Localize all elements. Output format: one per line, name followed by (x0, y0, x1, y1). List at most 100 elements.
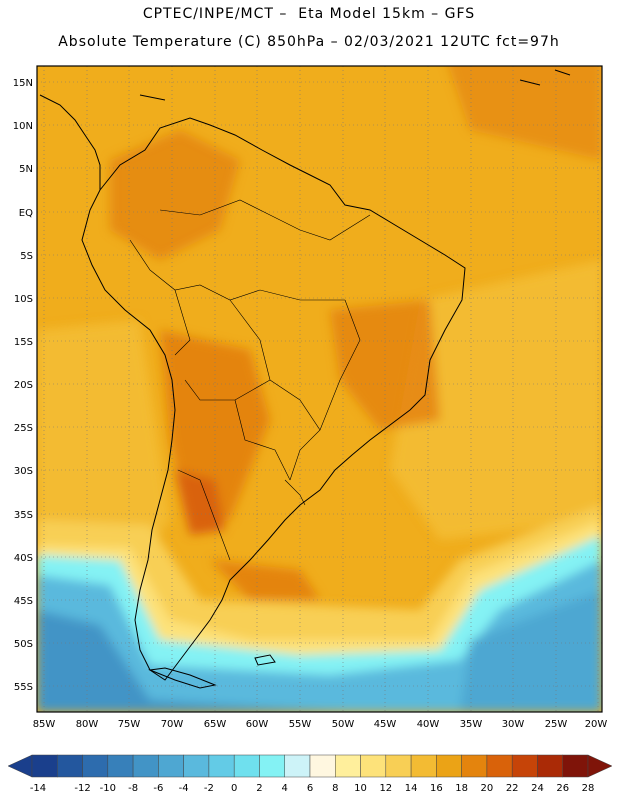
colorbar-label: 0 (231, 783, 237, 794)
field-warm-atlantic-north (448, 66, 602, 160)
colorbar-label: -14 (30, 783, 46, 794)
colorbar-cell (562, 754, 589, 778)
lon-label: 20W (585, 719, 608, 730)
lon-label: 25W (545, 719, 568, 730)
colorbar-cell (82, 754, 109, 778)
colorbar-cell (183, 754, 210, 778)
colorbar-label: -4 (179, 783, 189, 794)
colorbar-label: -6 (153, 783, 163, 794)
colorbar-label: 8 (332, 783, 338, 794)
lon-label: 65W (204, 719, 227, 730)
temperature-field (37, 66, 602, 712)
colorbar-label: -10 (100, 783, 116, 794)
colorbar-cell (436, 754, 462, 778)
colorbar-cell (461, 754, 488, 778)
lat-label: 10N (13, 121, 33, 132)
lon-label: 75W (118, 719, 141, 730)
lat-label: 15S (14, 337, 33, 348)
colorbar-label: 6 (307, 783, 313, 794)
lon-label: 35W (460, 719, 483, 730)
lat-label: 30S (14, 466, 33, 477)
colorbar-label: -12 (74, 783, 90, 794)
title-line-2: Absolute Temperature (C) 850hPa – 02/03/… (58, 34, 560, 50)
colorbar-arrow-low (7, 754, 33, 778)
title-line-1: CPTEC/INPE/MCT – Eta Model 15km – GFS (142, 6, 476, 22)
latitude-axis: 15N 10N 5N EQ 5S 10S 15S 20S 25S 30S 35S… (13, 78, 33, 693)
colorbar-cell (511, 754, 538, 778)
lon-label: 50W (332, 719, 355, 730)
country-borders (129, 199, 371, 561)
colorbar-label: -8 (128, 783, 138, 794)
colorbar-cell (360, 754, 387, 778)
colorbar-label: -2 (204, 783, 214, 794)
falklands (254, 654, 276, 666)
caribbean-islands (139, 69, 571, 101)
lat-label: EQ (19, 208, 33, 219)
lat-label: 20S (14, 380, 33, 391)
colorbar-labels: -14 -12 -10 -8 -6 -4 -2 0 2 4 6 8 10 12 14 16 18 20 22 24 26… (30, 783, 595, 794)
lat-label: 10S (14, 294, 33, 305)
south-america-outline (81, 117, 466, 681)
colorbar-label: 10 (354, 783, 367, 794)
colorbar-label: 28 (582, 783, 595, 794)
field-cold-blue (37, 560, 602, 712)
colorbar-cell (57, 754, 83, 778)
field-warm-north (110, 130, 240, 260)
lat-label: 45S (14, 596, 33, 607)
lon-label: 80W (76, 719, 99, 730)
lat-label: 5N (19, 164, 33, 175)
lat-label: 5S (20, 251, 33, 262)
lat-label: 35S (14, 510, 33, 521)
lat-label: 40S (14, 553, 33, 564)
field-pacific (37, 320, 170, 560)
field-colder-west (37, 610, 350, 712)
lon-label: 30W (502, 719, 525, 730)
colorbar-label: 14 (405, 783, 418, 794)
tierra-del-fuego (148, 667, 217, 689)
colorbar-cell (385, 754, 412, 778)
colorbar-cell (537, 754, 563, 778)
colorbar-label: 20 (481, 783, 494, 794)
lon-label: 55W (289, 719, 312, 730)
colorbar-cell (284, 754, 311, 778)
colorbar-cell (31, 754, 58, 778)
coastlines (39, 69, 571, 689)
colorbar-label: 12 (379, 783, 392, 794)
field-hot-core (175, 470, 225, 535)
map-frame (36, 65, 603, 713)
colorbar-arrow-high (587, 754, 613, 778)
colorbar-cell (233, 754, 260, 778)
colorbar-cell (410, 754, 437, 778)
colorbar-label: 26 (556, 783, 569, 794)
lon-label: 85W (33, 719, 56, 730)
colorbar-label: 16 (430, 783, 443, 794)
colorbar-cell (486, 754, 513, 778)
colorbar-cell (208, 754, 235, 778)
colorbar-label: 18 (455, 783, 468, 794)
colorbar-cell (259, 754, 285, 778)
colorbar-cell (132, 754, 159, 778)
colorbar-cell (309, 754, 336, 778)
colorbar-cell (335, 754, 361, 778)
colorbar-label: 22 (506, 783, 519, 794)
colorbar-cell (158, 754, 184, 778)
lat-label: 50S (14, 639, 33, 650)
colorbar-cell (107, 754, 134, 778)
longitude-axis: 85W 80W 75W 70W 65W 60W 55W 50W 45W 40W … (33, 719, 608, 730)
colorbar-label: 4 (282, 783, 288, 794)
central-america-outline (39, 94, 101, 190)
lon-label: 40W (417, 719, 440, 730)
lat-label: 55S (14, 682, 33, 693)
colorbar-cells (7, 754, 613, 778)
lon-label: 60W (246, 719, 269, 730)
field-colder-east (460, 590, 602, 712)
field-warm-patagonia (210, 560, 320, 600)
lon-label: 70W (161, 719, 184, 730)
colorbar-label: 2 (256, 783, 262, 794)
lat-label: 25S (14, 423, 33, 434)
colorbar-label: 24 (531, 783, 544, 794)
lat-label: 15N (13, 78, 33, 89)
lon-label: 45W (374, 719, 397, 730)
